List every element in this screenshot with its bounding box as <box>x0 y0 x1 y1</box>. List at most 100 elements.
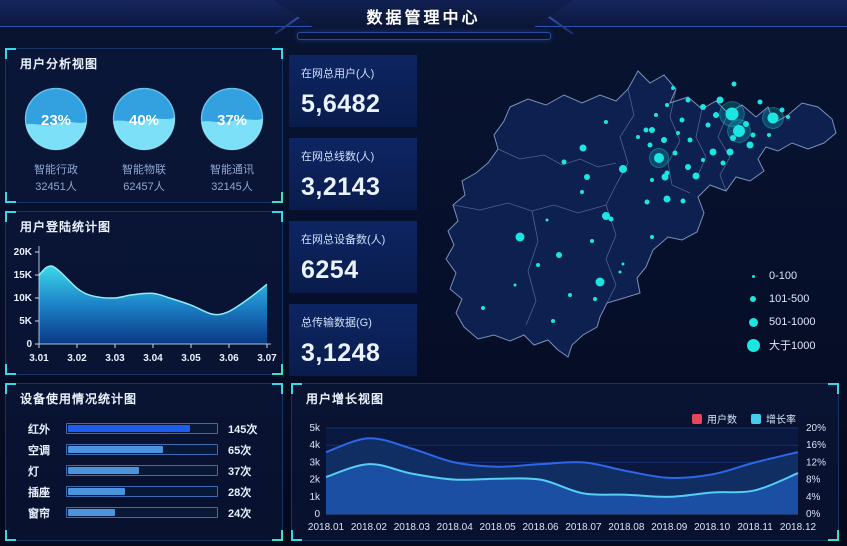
gauge-percent: 23% <box>41 112 71 129</box>
bar-value: 28次 <box>228 486 252 499</box>
stat-card-3: 总传输数据(G) 3,1248 <box>289 304 417 376</box>
map-dot <box>671 86 675 90</box>
growth-x-tick: 2018.02 <box>351 522 388 533</box>
corner-bracket <box>828 530 839 541</box>
gauge-label: 智能物联 <box>122 164 166 176</box>
growth-area-chart: 0 0% 1k 4% 2k 8% 3k 12% 4k 16% 5k 20% 2018.01 2018.02… <box>308 423 826 533</box>
header: 数据管理中心 <box>0 0 847 44</box>
corner-bracket <box>272 211 283 222</box>
panel-title-user-analysis: 用户分析视图 <box>20 57 99 71</box>
corner-bracket <box>272 364 283 375</box>
gauge-1: 40% 智能物联 62457人 <box>102 87 186 194</box>
panel-user-analysis: 用户分析视图 23% 智能行政 32451人 40% 智能物联 62457人 37% 智能通讯… <box>5 48 283 203</box>
corner-bracket <box>5 48 16 59</box>
login-x-tick: 3.04 <box>143 353 163 364</box>
bar-row-插座: 插座 28次 <box>6 481 282 502</box>
map-dot <box>750 132 756 138</box>
corner-bracket <box>828 383 839 394</box>
login-x-tick: 3.06 <box>219 353 239 364</box>
gauge-circle: 40% <box>112 87 176 151</box>
map-dot <box>757 99 763 105</box>
growth-series-rate-line <box>325 463 799 498</box>
growth-right-tick: 16% <box>806 440 826 451</box>
map-dot <box>654 113 658 117</box>
bar-track <box>66 423 218 434</box>
legend-item-增长率[interactable]: 增长率 <box>751 411 796 426</box>
gauge-count: 32145人 <box>211 181 253 193</box>
map-dot <box>556 252 562 258</box>
map-dot <box>746 141 754 149</box>
growth-x-tick: 2018.11 <box>737 522 773 533</box>
growth-left-tick: 1k <box>309 492 321 503</box>
legend-swatch <box>692 413 702 424</box>
map-dot <box>644 199 650 205</box>
bar-value: 24次 <box>228 507 252 520</box>
bar-value: 145次 <box>228 423 258 436</box>
growth-x-tick: 2018.04 <box>437 522 474 533</box>
map-dot <box>786 115 790 119</box>
map-dot <box>515 232 525 242</box>
legend-label: 501-1000 <box>769 316 816 328</box>
map-outline <box>445 70 837 358</box>
map-dot <box>636 135 640 139</box>
growth-x-tick: 2018.07 <box>565 522 602 533</box>
legend-dot-box <box>746 296 760 302</box>
growth-series-users-line <box>325 437 799 480</box>
gauge-count: 32451人 <box>35 181 77 193</box>
map-dot <box>730 135 736 141</box>
bar-fill <box>68 446 163 453</box>
page-title: 数据管理中心 <box>366 9 481 27</box>
growth-chart-legend: 用户数 增长率 <box>692 411 796 426</box>
map-dot <box>716 96 724 104</box>
map-dot <box>568 293 572 297</box>
map-dot <box>649 127 655 133</box>
legend-item-用户数[interactable]: 用户数 <box>692 411 737 426</box>
map-dot <box>743 121 749 127</box>
panel-title-device-usage: 设备使用情况统计图 <box>20 392 138 406</box>
login-y-tick: 0 <box>26 339 32 350</box>
map-legend-item: 501-1000 <box>746 313 816 331</box>
map-dot <box>650 235 654 239</box>
legend-dot-box <box>746 338 760 352</box>
growth-left-tick: 5k <box>309 423 321 434</box>
bar-label: 空调 <box>28 444 50 457</box>
growth-x-tick: 2018.09 <box>651 522 688 533</box>
map-dot <box>685 164 691 170</box>
header-banner: 数据管理中心 <box>273 0 574 33</box>
corner-bracket <box>5 364 16 375</box>
gauge-percent: 37% <box>217 112 247 129</box>
gauge-label: 智能通讯 <box>210 164 254 176</box>
map-dot <box>604 120 608 124</box>
bar-label: 窗帘 <box>28 507 50 520</box>
bar-row-空调: 空调 65次 <box>6 439 282 460</box>
gauge-percent: 40% <box>129 112 159 129</box>
login-y-tick: 20K <box>14 247 33 258</box>
corner-bracket <box>5 383 16 394</box>
growth-x-tick: 2018.10 <box>694 522 731 533</box>
map-legend-item: 0-100 <box>746 267 816 285</box>
map-dot <box>593 297 597 301</box>
login-x-tick: 3.01 <box>29 353 49 364</box>
login-area-chart: 0 5K 10K 15K 20K 3.01 3.02 3.03 3.04 3.05 3.06 3.07 <box>14 246 277 364</box>
growth-right-tick: 12% <box>806 457 826 468</box>
growth-left-tick: 3k <box>309 457 321 468</box>
panel-device-usage: 设备使用情况统计图 红外 145次 空调 65次灯 37次 插座 28次 窗帘 24次 <box>5 383 283 541</box>
stat-card-1: 在网总线数(人) 3,2143 <box>289 138 417 210</box>
map-dot <box>672 150 678 156</box>
map-dot <box>595 277 605 287</box>
map-dot <box>676 131 680 135</box>
corner-bracket <box>272 192 283 203</box>
map-dot <box>481 306 485 310</box>
bar-row-灯: 灯 37次 <box>6 460 282 481</box>
bar-label: 灯 <box>28 465 39 478</box>
map-dot <box>705 122 711 128</box>
growth-right-tick: 0% <box>806 509 821 520</box>
legend-series-label: 增长率 <box>766 415 796 426</box>
stat-value: 5,6482 <box>301 90 381 118</box>
login-y-tick: 15K <box>14 270 33 281</box>
map-dot <box>513 283 517 287</box>
stat-value: 3,2143 <box>301 173 381 201</box>
map-dot <box>692 172 700 180</box>
bar-track <box>66 444 218 455</box>
